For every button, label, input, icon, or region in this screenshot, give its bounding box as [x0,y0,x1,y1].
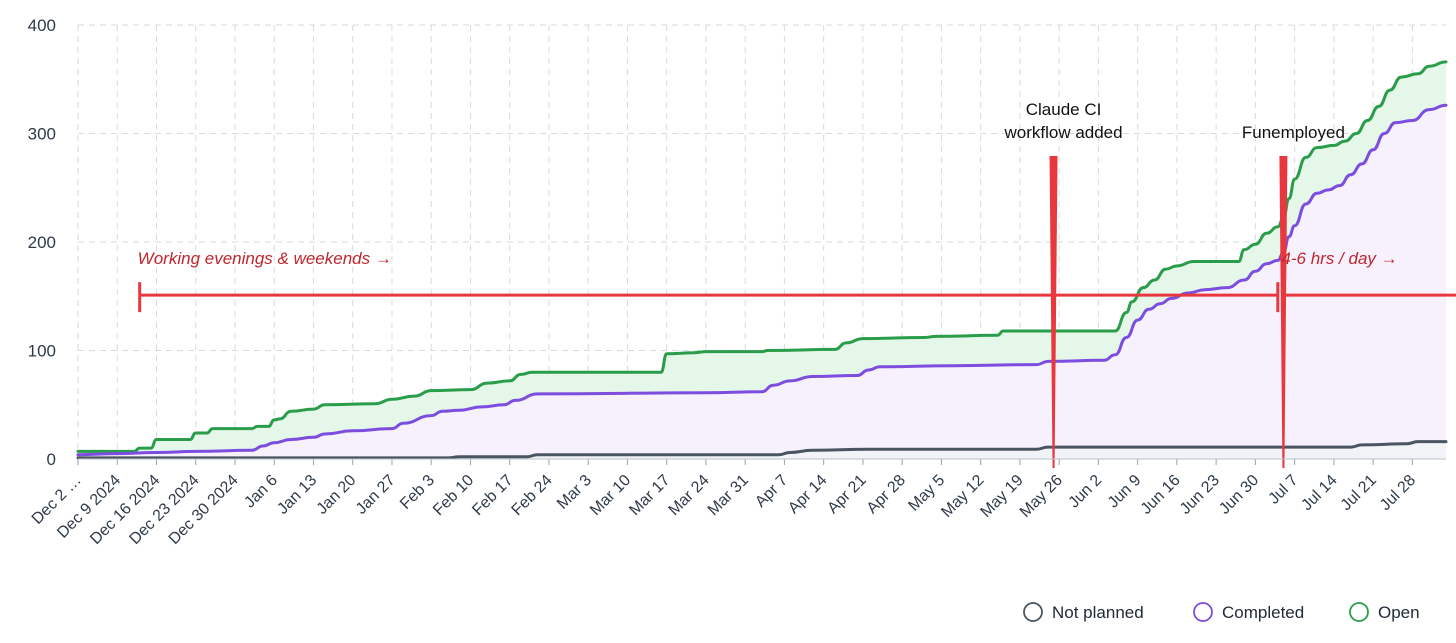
legend-item-not-planned[interactable]: Not planned [1023,602,1144,622]
x-tick-label: Jan 13 [274,472,320,518]
legend-item-open[interactable]: Open [1349,602,1420,622]
annotation-span-label: Working evenings & weekends → [138,249,392,268]
y-tick-label: 300 [28,125,56,144]
legend-swatch [1349,602,1369,622]
y-tick-label: 0 [47,450,56,469]
annotation-marker-line [1049,156,1058,468]
legend: Not planned Completed Open [1023,602,1420,622]
x-tick-label: Mar 10 [587,472,634,519]
x-tick-label: Apr 21 [824,472,869,517]
x-tick-label: Apr 14 [785,472,830,517]
x-tick-label: Jun 2 [1066,472,1106,512]
annotations: Claude CI workflow added Funemployed Workin… [138,100,1456,468]
line-completed [76,103,1448,457]
x-tick-label: Jul 28 [1377,472,1419,514]
x-tick-label: Feb 24 [509,472,556,519]
x-tick-label: Mar 17 [626,472,673,519]
x-tick-label: Jul 21 [1338,472,1380,514]
x-tick-label: Mar 24 [666,472,713,519]
legend-item-completed[interactable]: Completed [1193,602,1304,622]
legend-swatch [1023,602,1043,622]
x-tick-label: Jun 23 [1177,472,1223,518]
x-tick-label: May 26 [1017,472,1066,521]
legend-label: Not planned [1052,603,1144,622]
series-lines [76,60,1448,460]
area-completed [78,105,1446,460]
line-open [76,60,1448,453]
x-tick-label: May 19 [978,472,1027,521]
x-tick-label: Jul 14 [1298,472,1340,514]
y-tick-label: 200 [28,233,56,252]
x-tick-label: Jan 20 [314,472,360,518]
annotation-label: Claude CI [1026,100,1102,119]
x-tick-label: Jun 16 [1138,472,1184,518]
line-not-planned [76,440,1448,460]
x-tick-label: Mar 31 [705,472,752,519]
x-tick-label: Jul 7 [1266,472,1302,508]
annotation-label: workflow added [1003,123,1122,142]
legend-label: Completed [1222,603,1304,622]
x-tick-label: Dec 30 2024 [166,472,242,548]
y-tick-label: 400 [28,16,56,35]
y-tick-label: 100 [28,342,56,361]
x-tick-label: Jun 30 [1216,472,1262,518]
x-tick-label: May 12 [938,472,987,521]
x-tick-label: Feb 17 [469,472,516,519]
annotation-span-label: 4-6 hrs / day → [1281,249,1397,268]
annotation-label: Funemployed [1242,123,1345,142]
y-axis: 0 100 200 300 400 [28,16,56,469]
x-tick-label: Apr 28 [864,472,909,517]
x-tick-label: Jan 27 [353,472,399,518]
legend-label: Open [1378,603,1420,622]
area-not-planned [78,441,1446,459]
x-tick-label: Feb 10 [430,472,477,519]
legend-swatch [1193,602,1213,622]
